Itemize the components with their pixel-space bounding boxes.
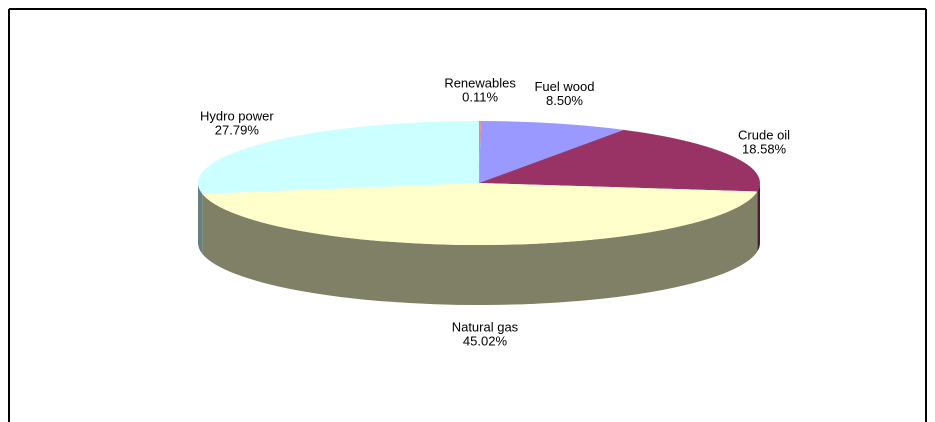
slice-value-label: 0.11% — [462, 89, 498, 104]
frame — [8, 8, 927, 422]
slice — [479, 129, 760, 192]
slice-value-label: 27.79% — [215, 122, 260, 137]
slice-side — [198, 183, 203, 254]
slice-side — [202, 191, 758, 305]
slice-label: Hydro power — [200, 108, 274, 123]
slice-value-label: 18.58% — [742, 142, 787, 157]
slice-label: Natural gas — [452, 319, 519, 334]
slice — [479, 121, 624, 183]
slice — [197, 121, 479, 194]
slice-label: Fuel wood — [534, 79, 594, 94]
slice-value-label: 8.50% — [546, 93, 583, 108]
slice — [479, 121, 481, 183]
slice-side — [757, 183, 760, 252]
slice-label: Crude oil — [738, 128, 790, 143]
slice-label: Renewables — [444, 75, 516, 90]
slice-value-label: 45.02% — [463, 333, 508, 348]
slice — [202, 183, 758, 245]
